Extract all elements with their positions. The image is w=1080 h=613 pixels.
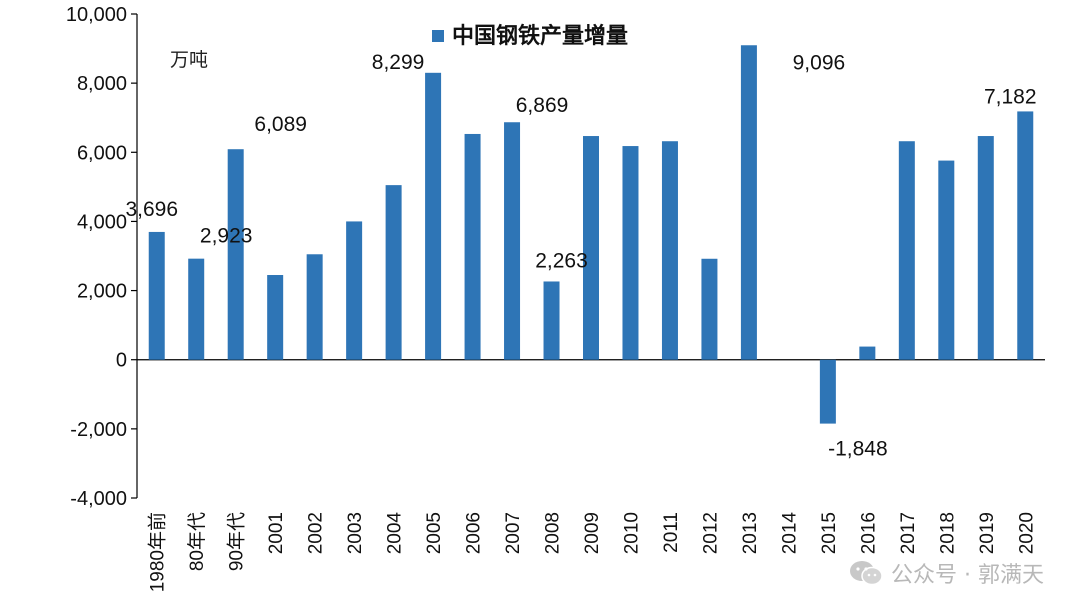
x-tick-label: 1980年前 xyxy=(147,512,169,592)
x-tick-label: 2002 xyxy=(306,512,327,554)
x-tick-label: 2005 xyxy=(424,512,445,554)
x-tick-label: 2007 xyxy=(503,512,524,554)
bar xyxy=(859,346,876,360)
x-tick-label: 2006 xyxy=(464,512,485,554)
x-tick-label: 2012 xyxy=(700,512,721,554)
bar xyxy=(267,275,284,360)
y-tick-label: -4,000 xyxy=(70,488,127,510)
x-tick-label: 2011 xyxy=(661,512,682,553)
data-label: 6,869 xyxy=(516,94,569,117)
data-labels: 3,696 2,923 6,089 8,299 6,869 2,263 9,096 -1,84… xyxy=(125,51,1036,461)
x-tick-label: 2001 xyxy=(266,512,287,554)
data-label: 8,299 xyxy=(372,51,425,74)
bar xyxy=(1017,111,1034,360)
wechat-icon xyxy=(850,561,883,586)
bar xyxy=(583,136,599,360)
bar xyxy=(898,141,915,360)
x-tick-label: 2016 xyxy=(858,512,879,554)
y-tick-label: 4,000 xyxy=(77,211,127,233)
bar xyxy=(188,258,205,360)
bar xyxy=(819,359,836,424)
bar xyxy=(227,149,244,360)
bar xyxy=(148,231,165,360)
x-tick-label: 2004 xyxy=(385,512,406,555)
x-tick-label: 80年代 xyxy=(186,512,208,571)
bar xyxy=(346,221,363,360)
y-tick-label: 8,000 xyxy=(77,73,127,95)
x-tick-label: 2010 xyxy=(621,512,642,554)
bar xyxy=(622,146,639,360)
y-tick-label: 0 xyxy=(116,350,127,372)
data-label: 2,923 xyxy=(200,225,253,248)
legend-label: 中国钢铁产量增量 xyxy=(452,23,628,49)
x-tick-label: 2008 xyxy=(543,512,564,554)
bar xyxy=(306,254,323,360)
x-tick-label: 2003 xyxy=(345,512,366,554)
unit-label: 万吨 xyxy=(170,49,208,71)
watermark: 公众号 · 郭满天 xyxy=(849,557,1044,589)
y-tick-label: -2,000 xyxy=(70,419,127,441)
bar xyxy=(385,185,402,360)
data-label: 9,096 xyxy=(793,51,846,74)
bar xyxy=(977,136,994,360)
bar xyxy=(740,45,757,360)
data-label: 7,182 xyxy=(984,85,1037,108)
x-tick-label: 2020 xyxy=(1016,512,1037,554)
data-label: 2,263 xyxy=(535,249,588,272)
watermark-text: 公众号 · 郭满天 xyxy=(891,563,1044,588)
data-label: 6,089 xyxy=(254,113,307,136)
bar xyxy=(543,281,560,360)
bar xyxy=(425,72,442,360)
legend-swatch xyxy=(432,30,444,42)
x-tick-label: 2017 xyxy=(898,512,919,554)
data-label: -1,848 xyxy=(828,438,888,461)
x-tick-label: 90年代 xyxy=(226,512,248,571)
x-tick-label: 2014 xyxy=(779,512,800,555)
x-tick-label: 2019 xyxy=(977,512,998,554)
y-tick-label: 2,000 xyxy=(77,281,127,303)
y-tick-label: 6,000 xyxy=(77,142,127,164)
bar xyxy=(938,160,955,360)
data-label: 3,696 xyxy=(125,198,178,221)
x-tick-label: 2018 xyxy=(937,512,958,554)
bars xyxy=(148,45,1034,424)
bar xyxy=(701,258,718,360)
axes: -4,000 -2,000 0 2,000 4,000 6,000 8,000 10,000 1… xyxy=(66,4,1045,592)
bar xyxy=(661,141,678,360)
bar xyxy=(504,122,521,360)
x-tick-label: 2009 xyxy=(582,512,603,554)
y-tick-label: 10,000 xyxy=(66,4,127,26)
bar xyxy=(464,133,481,360)
x-tick-label: 2013 xyxy=(740,512,761,554)
x-tick-label: 2015 xyxy=(819,512,840,554)
legend: 中国钢铁产量增量 xyxy=(432,23,628,49)
